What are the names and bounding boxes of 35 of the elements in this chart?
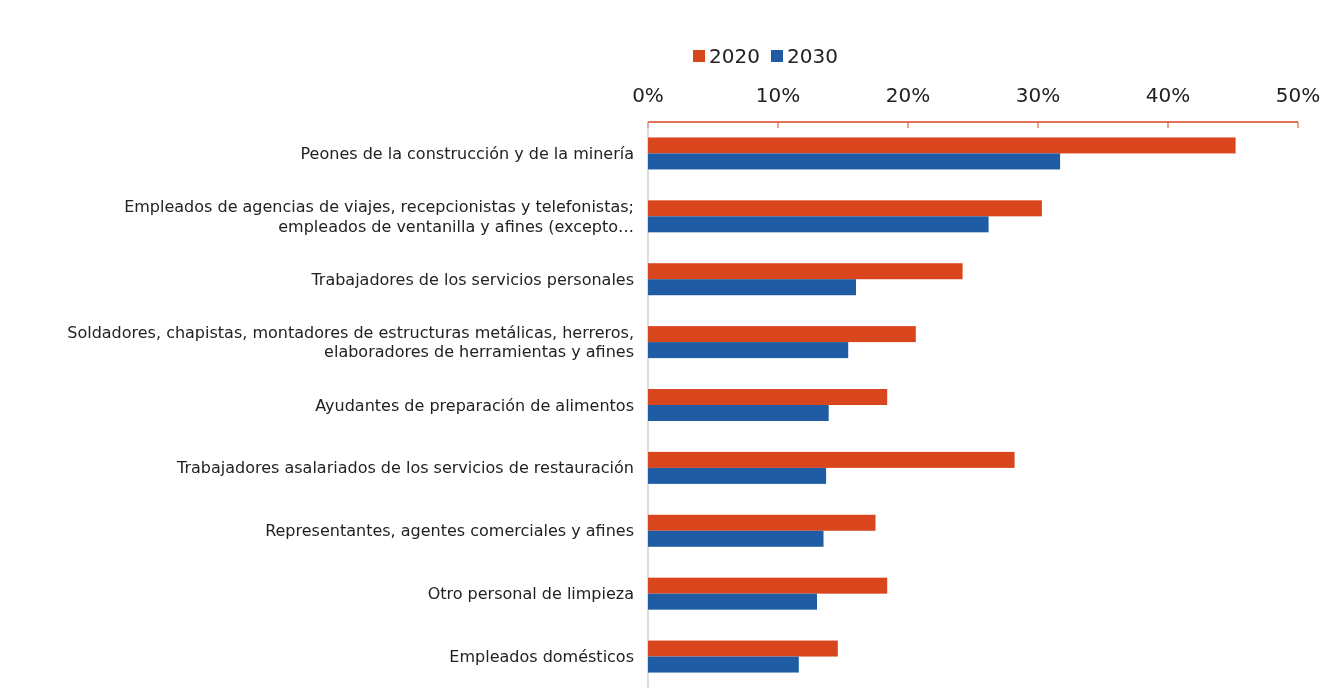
- bar: [648, 577, 888, 594]
- bar: [648, 656, 799, 673]
- bar: [648, 263, 963, 280]
- bar: [648, 593, 817, 610]
- bar: [648, 153, 1061, 170]
- y-tick-label: Empleados domésticos: [449, 647, 634, 667]
- legend-label: 2030: [787, 44, 838, 68]
- bar: [648, 640, 838, 657]
- y-tick-label: Ayudantes de preparación de alimentos: [315, 395, 634, 415]
- y-tick-label: Empleados de agencias de viajes, recepcionistas y telefonistas; empleados de ventanilla y afines (excepto…: [124, 197, 634, 236]
- y-tick-label: Trabajadores de los servicios personales: [310, 269, 634, 289]
- bar: [648, 326, 916, 343]
- x-tick-label: 20%: [885, 83, 931, 107]
- bar: [648, 279, 856, 296]
- x-tick-label: 30%: [1015, 83, 1061, 107]
- y-tick-label: Peones de la construcción y de la minería: [300, 144, 634, 164]
- bar: [648, 342, 849, 359]
- bar: [648, 530, 824, 547]
- y-tick-label: Representantes, agentes comerciales y afines: [265, 521, 634, 541]
- bar: [648, 514, 876, 531]
- bar: [648, 200, 1042, 217]
- x-tick-label: 50%: [1275, 83, 1321, 107]
- x-tick-label: 40%: [1145, 83, 1191, 107]
- bar: [648, 405, 829, 421]
- legend-label: 2020: [709, 44, 760, 68]
- y-tick-label: Otro personal de limpieza: [427, 584, 634, 604]
- bar: [648, 451, 1015, 468]
- bar: [648, 467, 827, 484]
- bar: [648, 137, 1236, 154]
- bar: [648, 389, 888, 405]
- x-tick-label: 10%: [755, 83, 801, 107]
- x-tick-label: 0%: [632, 83, 664, 107]
- y-tick-label: Trabajadores asalariados de los servicios de restauración: [176, 458, 634, 478]
- bar: [648, 216, 989, 233]
- y-tick-label: Soldadores, chapistas, montadores de estructuras metálicas, herreros, elaboradores de herramientas y afines: [67, 323, 634, 362]
